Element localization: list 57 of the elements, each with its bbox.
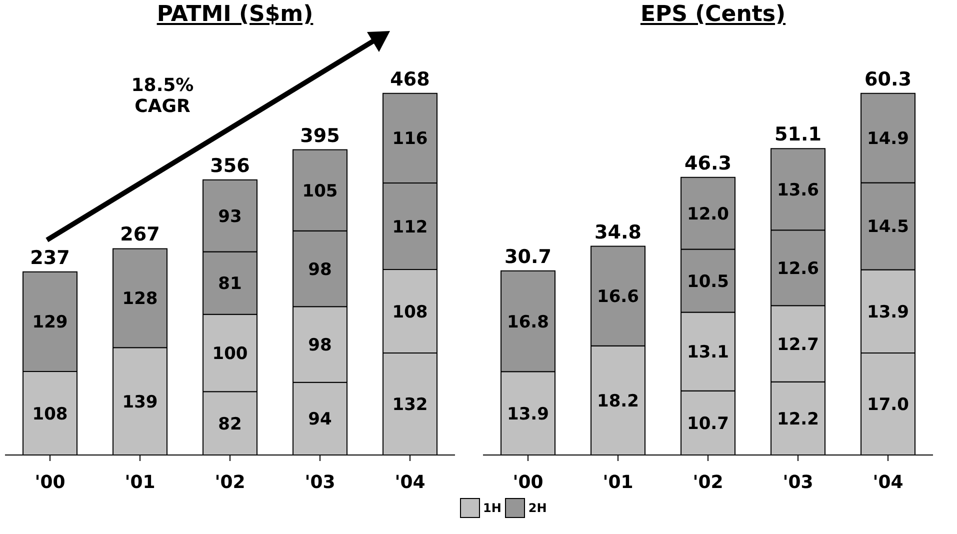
data-label: 81 (218, 274, 242, 294)
data-label: 10.7 (687, 414, 729, 434)
data-label: 93 (218, 206, 242, 227)
total-label: 46.3 (684, 152, 732, 174)
data-label: 139 (122, 392, 158, 412)
total-label: 60.3 (864, 68, 912, 90)
total-label: 395 (300, 124, 340, 147)
x-tick-label: '04 (394, 472, 426, 493)
x-tick-label: '01 (124, 472, 156, 493)
data-label: 116 (392, 129, 428, 150)
data-label: 112 (392, 217, 428, 238)
data-label: 12.6 (777, 258, 819, 279)
data-label: 12.7 (777, 334, 819, 355)
data-label: 100 (212, 344, 248, 364)
x-tick-label: '01 (602, 472, 634, 493)
data-label: 13.9 (507, 404, 549, 424)
data-label: 98 (308, 260, 332, 280)
data-label: 13.9 (867, 302, 909, 322)
data-label: 108 (392, 302, 428, 322)
data-label: 98 (308, 336, 332, 356)
data-label: 13.6 (777, 180, 819, 200)
legend-label: 1H (483, 501, 502, 515)
data-label: 105 (302, 181, 338, 202)
data-label: 14.5 (867, 217, 909, 238)
data-label: 17.0 (867, 395, 910, 416)
x-tick-label: '03 (304, 472, 336, 493)
legend-label: 2H (528, 501, 547, 515)
total-label: 30.7 (504, 246, 552, 268)
chart-title: EPS (Cents) (639, 2, 787, 27)
total-label: 51.1 (774, 124, 822, 146)
total-label: 468 (390, 68, 430, 90)
data-label: 128 (122, 289, 158, 310)
total-label: 267 (120, 224, 160, 246)
annotation: 18.5% CAGR (130, 75, 195, 117)
x-tick-label: '00 (34, 472, 66, 493)
data-label: 13.1 (687, 342, 729, 363)
data-label: 82 (218, 414, 242, 434)
data-label: 18.2 (597, 391, 639, 412)
data-label: 132 (392, 395, 428, 416)
data-label: 129 (32, 312, 68, 333)
data-label: 14.9 (867, 129, 909, 150)
data-label: 12.0 (687, 204, 730, 224)
data-label: 12.2 (777, 409, 819, 430)
chart-title: PATMI (S$m) (156, 2, 314, 27)
x-tick-label: '00 (512, 472, 544, 493)
x-tick-label: '02 (692, 472, 724, 493)
total-label: 237 (30, 246, 70, 269)
total-label: 34.8 (594, 221, 642, 244)
data-label: 10.5 (687, 272, 729, 292)
x-tick-label: '02 (214, 472, 246, 493)
x-tick-label: '03 (782, 472, 814, 493)
total-label: 356 (210, 154, 250, 177)
data-label: 94 (308, 410, 332, 430)
data-label: 108 (32, 404, 68, 424)
x-tick-label: '04 (872, 472, 904, 493)
data-label: 16.6 (597, 287, 639, 308)
data-label: 16.8 (507, 312, 549, 332)
